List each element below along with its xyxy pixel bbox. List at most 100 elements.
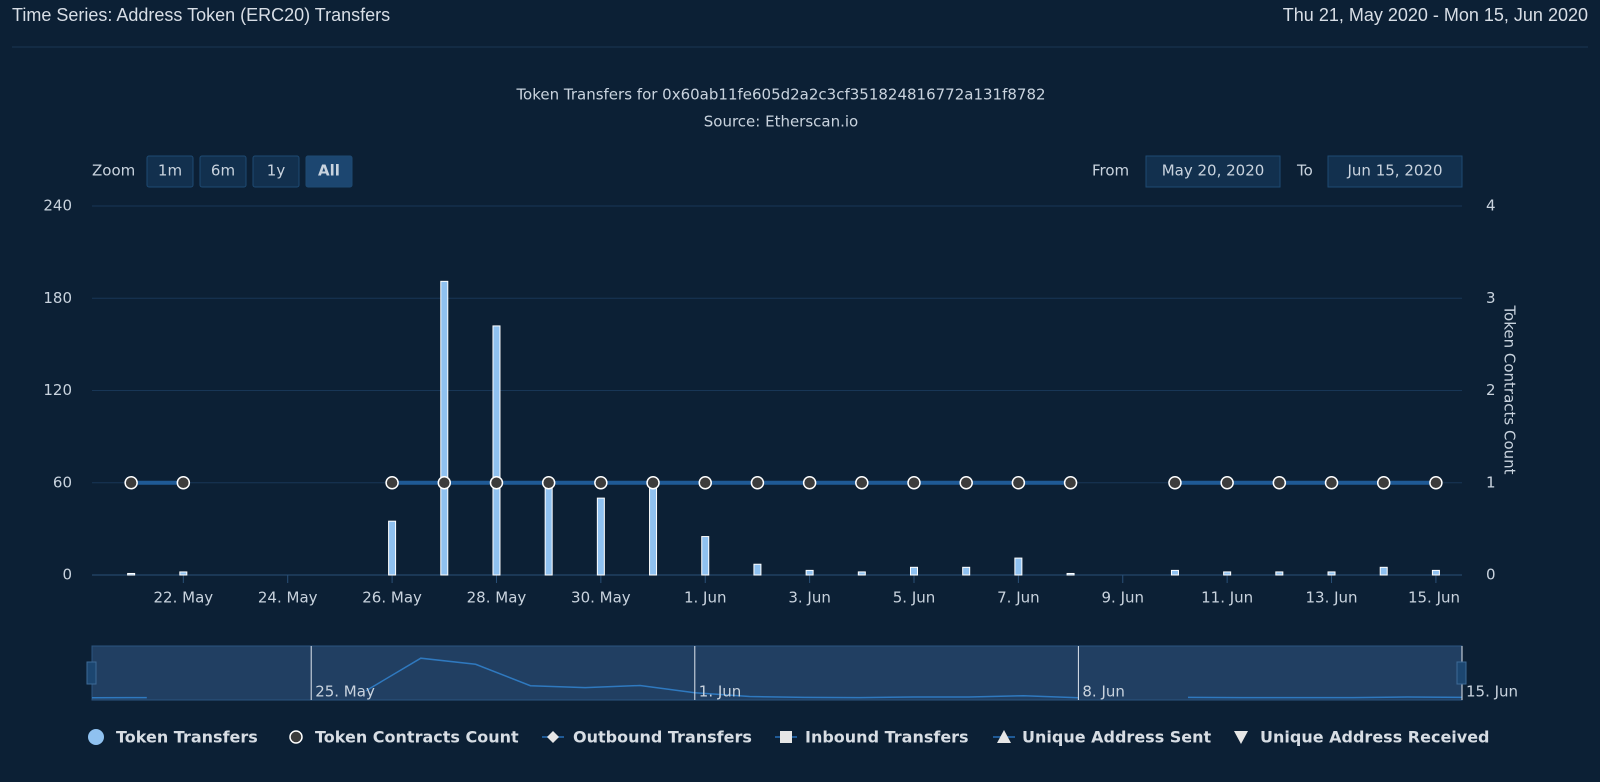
zoom-button-label[interactable]: 1y: [267, 162, 286, 180]
date-range: Thu 21, May 2020 - Mon 15, Jun 2020: [1283, 5, 1588, 25]
y-tick-label: 60: [53, 473, 72, 491]
navigator-label: 8. Jun: [1082, 683, 1125, 701]
y-tick-label: 180: [43, 289, 72, 307]
y-tick-label: 240: [43, 197, 72, 215]
point: [176, 476, 191, 490]
zoom-1y[interactable]: 1y: [252, 155, 300, 188]
bar: [179, 571, 188, 576]
x-tick-label: 1. Jun: [684, 589, 727, 607]
legend-symbol: [997, 730, 1011, 743]
chart-title: Token Transfers for 0x60ab11fe605d2a2c3c…: [515, 86, 1045, 104]
y2-tick-label: 4: [1486, 197, 1496, 215]
point: [1324, 476, 1339, 490]
bar: [649, 482, 658, 576]
to-label: To: [1296, 162, 1313, 180]
bar: [1275, 571, 1284, 576]
zoom-1m[interactable]: 1m: [146, 155, 194, 188]
navigator-label: 15. Jun: [1466, 683, 1518, 701]
point: [124, 476, 138, 490]
point: [646, 476, 660, 490]
bar: [701, 536, 710, 576]
chart-subtitle: Source: Etherscan.io: [704, 113, 858, 131]
bar: [1170, 569, 1179, 576]
bar: [1431, 569, 1440, 576]
y2-axis-label: Token Contracts Count: [1501, 304, 1519, 474]
point: [959, 476, 973, 490]
point: [802, 476, 817, 490]
x-tick-label: 13. Jun: [1305, 589, 1357, 607]
legend: Token Transfers Token Contracts Count Ou…: [88, 728, 1490, 747]
zoom-label: Zoom: [92, 162, 135, 180]
point: [1063, 476, 1078, 490]
bar: [1223, 571, 1232, 576]
legend-label[interactable]: Inbound Transfers: [805, 728, 969, 747]
zoom-button-label[interactable]: 6m: [211, 162, 235, 180]
point: [594, 476, 608, 490]
legend-symbol: [547, 731, 559, 743]
legend-symbol: [1234, 731, 1248, 744]
navigator-label: 1. Jun: [699, 683, 742, 701]
point: [385, 476, 399, 490]
from-input[interactable]: May 20, 2020: [1145, 155, 1281, 188]
x-tick-label: 24. May: [258, 589, 318, 607]
bar: [910, 566, 918, 576]
bar: [1014, 557, 1023, 576]
navigator-line: [91, 657, 1463, 699]
bar: [1327, 571, 1336, 576]
legend-label[interactable]: Unique Address Received: [1260, 728, 1490, 747]
legend-label[interactable]: Token Contracts Count: [315, 728, 519, 747]
point: [541, 476, 556, 490]
point: [907, 476, 921, 490]
x-tick-label: 9. Jun: [1101, 589, 1144, 607]
point: [1011, 476, 1026, 490]
point: [1220, 476, 1234, 490]
bar: [388, 520, 397, 576]
point: [698, 476, 712, 490]
point: [855, 476, 869, 490]
bar: [596, 497, 605, 576]
navigator-handle[interactable]: [1456, 661, 1467, 685]
point: [1376, 476, 1391, 490]
navigator[interactable]: [91, 645, 1463, 701]
from-label: From: [1092, 162, 1129, 180]
x-tick-label: 7. Jun: [997, 589, 1040, 607]
navigator-handle[interactable]: [86, 661, 97, 685]
page-title: Time Series: Address Token (ERC20) Trans…: [12, 5, 390, 25]
point: [1429, 476, 1443, 490]
bar: [440, 280, 449, 576]
bar: [753, 563, 762, 576]
legend-symbol: [289, 730, 303, 744]
y2-tick-label: 3: [1486, 289, 1496, 307]
y2-tick-label: 0: [1486, 566, 1496, 584]
legend-symbol: [780, 731, 792, 743]
from-value[interactable]: May 20, 2020: [1162, 162, 1265, 180]
zoom-6m[interactable]: 6m: [199, 155, 247, 188]
legend-label[interactable]: Unique Address Sent: [1022, 728, 1212, 747]
point: [1272, 476, 1287, 490]
legend-symbol: [88, 729, 104, 745]
x-tick-label: 3. Jun: [788, 589, 831, 607]
x-tick-label: 28. May: [467, 589, 527, 607]
to-input[interactable]: Jun 15, 2020: [1327, 155, 1463, 188]
bar: [1379, 566, 1388, 576]
y-tick-label: 0: [62, 566, 72, 584]
zoom-button-label[interactable]: All: [318, 162, 340, 180]
bar: [492, 325, 501, 576]
x-tick-label: 11. Jun: [1201, 589, 1253, 607]
y2-tick-label: 1: [1486, 473, 1496, 491]
navigator-label: 25. May: [315, 683, 375, 701]
bar: [544, 483, 553, 576]
legend-label[interactable]: Outbound Transfers: [573, 728, 752, 747]
x-tick-label: 22. May: [154, 589, 214, 607]
zoom-all[interactable]: All: [305, 155, 353, 188]
legend-label[interactable]: Token Transfers: [116, 728, 258, 747]
x-tick-label: 5. Jun: [893, 589, 936, 607]
bar: [1066, 572, 1075, 576]
zoom-button-label[interactable]: 1m: [158, 162, 182, 180]
point: [489, 476, 504, 490]
x-tick-label: 26. May: [362, 589, 422, 607]
point: [1168, 476, 1182, 490]
point: [750, 476, 765, 490]
to-value[interactable]: Jun 15, 2020: [1346, 162, 1442, 180]
